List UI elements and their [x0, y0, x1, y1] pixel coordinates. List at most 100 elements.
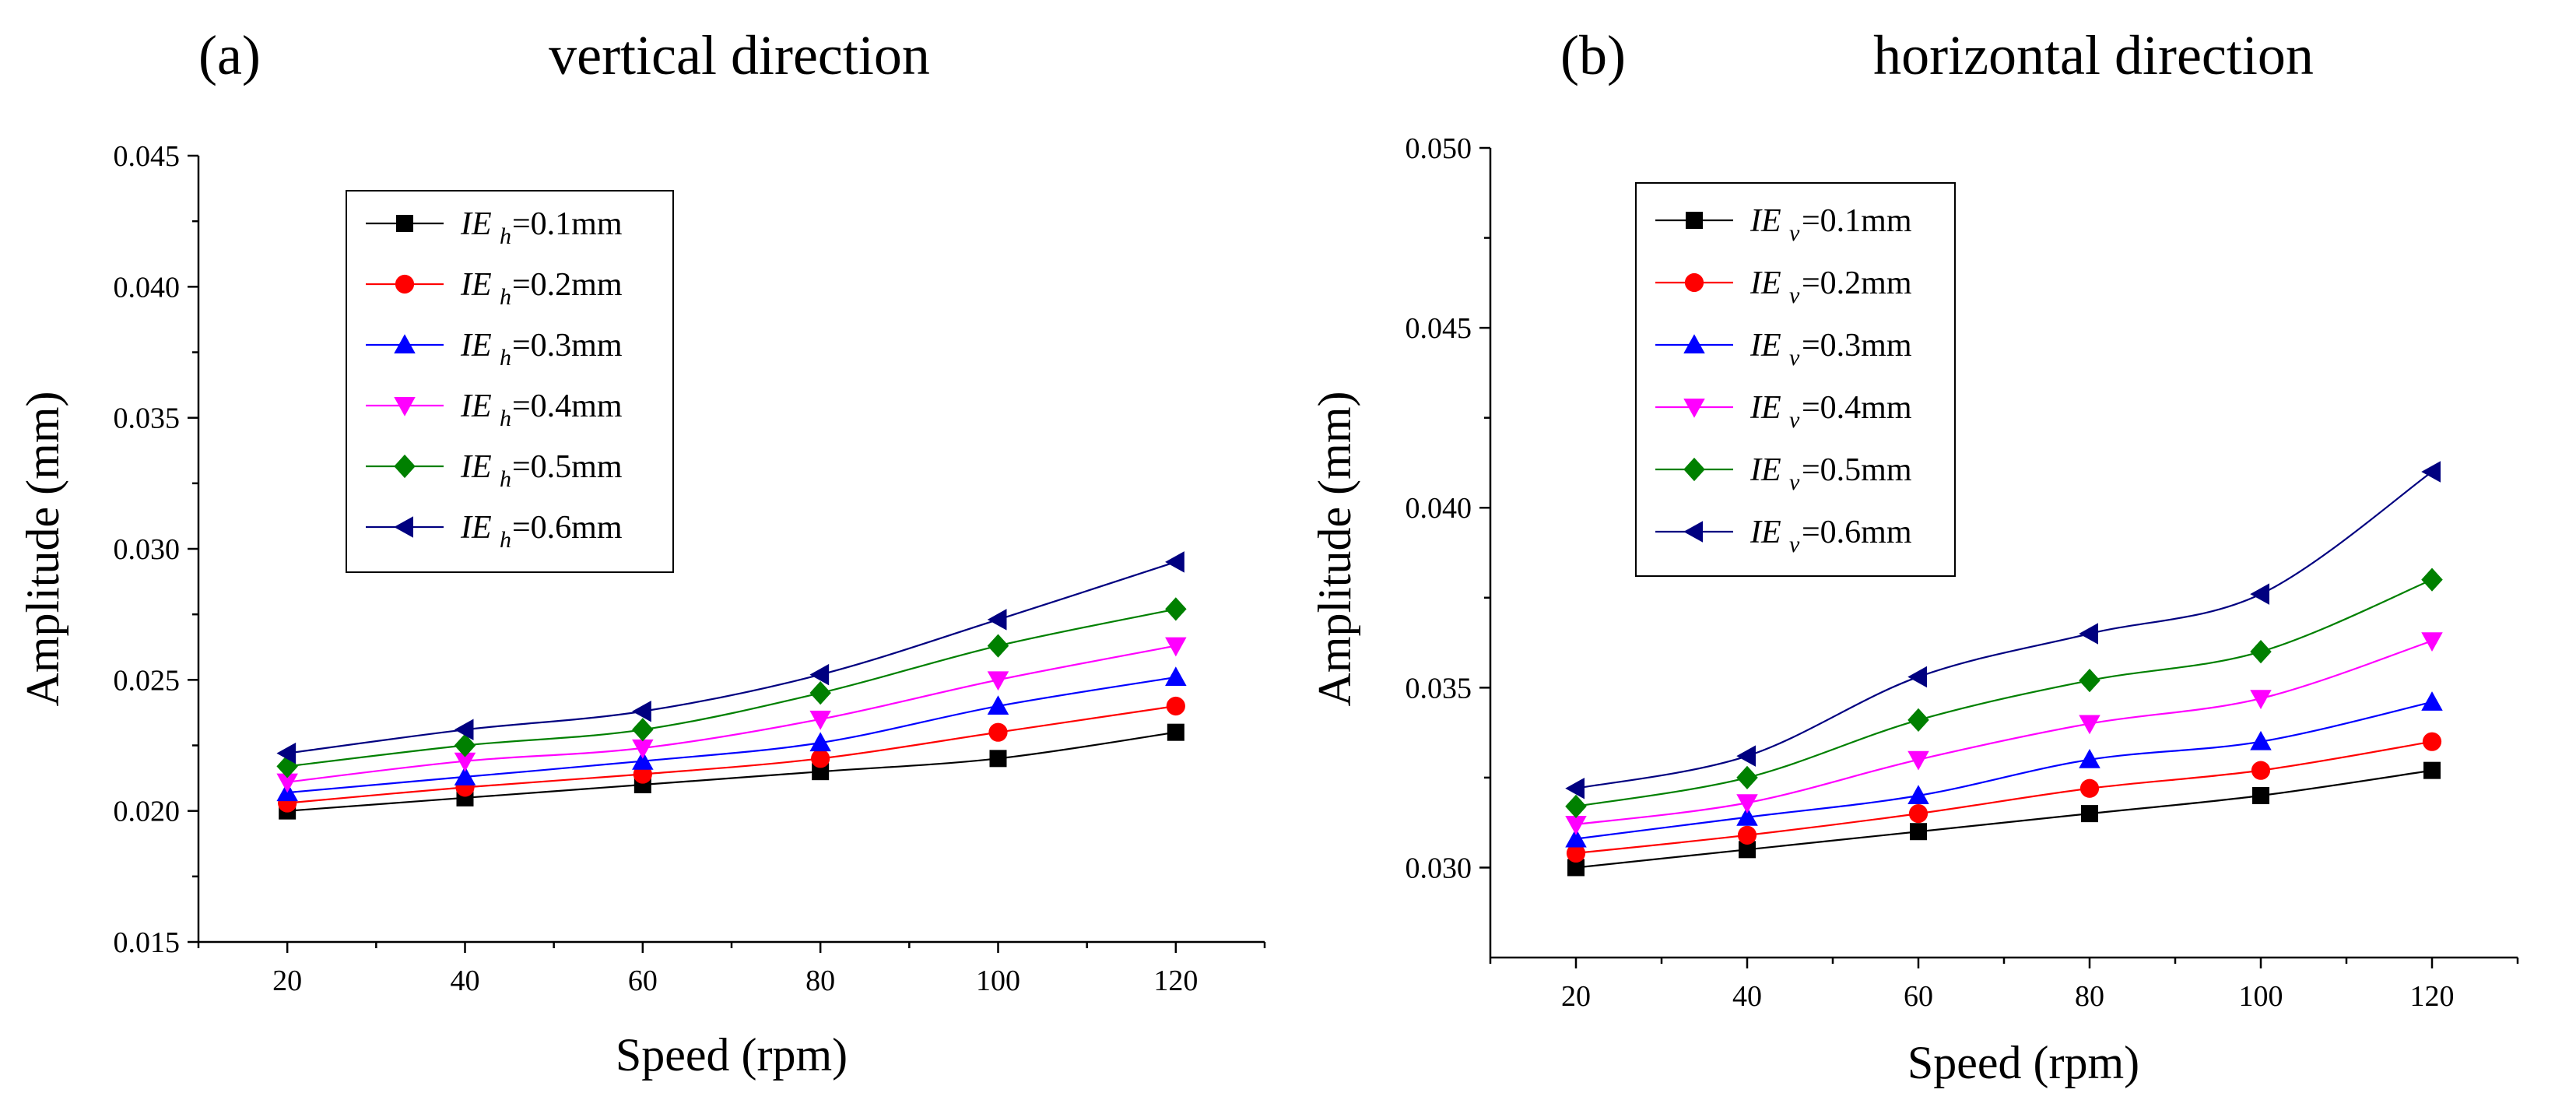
panel-a-y-tick-label: 0.020 [114, 796, 181, 828]
panel-b-data-point [2079, 623, 2098, 645]
panel-b-data-point [1907, 666, 1927, 688]
panel-a-x-tick-label: 100 [976, 965, 1020, 997]
panel-a-series-line [287, 705, 1176, 804]
panel-a-x-tick-label: 80 [805, 965, 835, 997]
panel-b-legend-subscript: v [1789, 407, 1800, 433]
panel-b-legend-label: =0.3mm [1802, 328, 1912, 364]
panel-b-data-point [1908, 804, 1928, 824]
panel-b-legend-symbol: IE [1750, 328, 1781, 364]
panel-a-legend-symbol: IE [460, 449, 492, 485]
panel-b-legend-marker [1683, 521, 1703, 543]
panel-a-legend-symbol: IE [460, 328, 492, 364]
panel-a-legend-label: =0.3mm [512, 328, 623, 364]
panel-a-x-tick-label: 60 [628, 965, 658, 997]
panel-b-data-point [1566, 843, 1586, 863]
panel-a-label: (a) [198, 24, 261, 86]
panel-a-y-tick-label: 0.035 [114, 402, 181, 435]
panel-b-data-point [1565, 794, 1587, 818]
panel-b-legend-marker [1683, 334, 1705, 353]
panel-a-x-axis-title: Speed (rpm) [616, 1029, 848, 1081]
panel-b-y-tick-label: 0.045 [1406, 312, 1472, 345]
panel-b-data-point [2423, 761, 2441, 779]
panel-a-series-line [287, 645, 1177, 783]
panel-a-data-point [632, 750, 654, 770]
panel-a-data-point [987, 609, 1007, 631]
panel-b-label: (b) [1560, 24, 1626, 86]
panel-a-title: vertical direction [549, 24, 930, 86]
panel-a-legend-label: =0.1mm [512, 206, 623, 242]
panel-b-legend-marker [1684, 272, 1704, 293]
panel-a-data-point [809, 663, 830, 686]
panel-b-legend-symbol: IE [1750, 203, 1781, 239]
panel-a-legend-marker [395, 274, 415, 294]
panel-a-data-point [811, 749, 830, 768]
panel-a: (a) vertical direction Speed (rpm) Ampli… [17, 24, 1266, 1081]
panel-a-series-line [287, 561, 1177, 754]
panel-b-data-point [2422, 732, 2442, 751]
panel-a-data-point [989, 750, 1007, 768]
panel-b-legend-label: =0.2mm [1802, 265, 1912, 301]
panel-b-series-line [1575, 640, 2433, 826]
panel-a-y-tick-label: 0.045 [114, 140, 181, 173]
panel-a-data-point [276, 773, 298, 793]
panel-a-legend-marker [394, 397, 416, 416]
panel-b-x-tick-label: 100 [2239, 980, 2283, 1013]
panel-b-legend-symbol: IE [1750, 265, 1781, 301]
panel-b-data-point [1736, 806, 1758, 826]
panel-a-legend-label: =0.5mm [512, 449, 623, 485]
panel-b-y-tick-label: 0.030 [1406, 852, 1472, 884]
panel-a-legend-subscript: h [500, 406, 511, 431]
panel-b-data-point [1736, 765, 1758, 790]
panel-a-data-point [987, 695, 1009, 715]
panel-b-data-point [1739, 841, 1756, 859]
panel-a-data-point [1165, 637, 1187, 657]
panel-a-data-point [987, 671, 1009, 691]
panel-a-legend-symbol: IE [460, 510, 492, 546]
panel-a-y-ticks: 0.015 0.020 0.025 0.030 0.035 0.040 0.045 [114, 140, 198, 959]
panel-a-y-tick-label: 0.015 [114, 926, 181, 959]
panel-a-legend-subscript: h [500, 466, 511, 492]
panel-a-data-point [1167, 723, 1184, 741]
panel-b-data-point [1565, 828, 1587, 848]
panel-a-data-point [812, 763, 830, 781]
panel-b-data-point [2081, 805, 2098, 823]
panel-a-legend-box [346, 190, 674, 573]
panel-b-data-point [2250, 639, 2272, 664]
panel-a-data-point [454, 766, 476, 785]
panel-a-legend-label: =0.2mm [512, 267, 623, 303]
panel-b-data-point [1907, 750, 1929, 771]
panel-a-y-tick-label: 0.040 [114, 271, 181, 304]
panel-a-legend-marker [394, 454, 416, 479]
panel-a-y-tick-label: 0.030 [114, 533, 181, 566]
panel-a-data-point [988, 722, 1008, 742]
panel-a-legend-label: =0.4mm [512, 388, 623, 424]
panel-b-series-line [1575, 769, 2433, 869]
panel-a-data-point [1165, 666, 1187, 686]
panel-a-legend-subscript: h [500, 223, 511, 249]
panel-a-legend-subscript: h [500, 527, 511, 553]
panel-b-series-line [1575, 740, 2433, 855]
panel-b-data-point [1565, 815, 1587, 835]
panel-b-x-tick-label: 40 [1732, 980, 1762, 1013]
panel-a-legend-subscript: h [500, 345, 511, 371]
panel-b-data-point [2421, 691, 2443, 711]
panel-a-x-ticks: 20 40 60 80 100 120 [197, 942, 1266, 997]
panel-b-legend-symbol: IE [1750, 515, 1781, 550]
panel-b-series-line [1575, 471, 2433, 789]
panel-a-x-tick-label: 40 [451, 965, 480, 997]
panel-b-series-line [1575, 701, 2433, 840]
panel-b-data-point [2250, 690, 2272, 709]
panel-b-legend-symbol: IE [1750, 390, 1781, 426]
panel-b-legend-subscript: v [1789, 345, 1800, 371]
panel-a-series-line [287, 731, 1176, 812]
panel-b-data-point [2079, 749, 2100, 768]
panel-b-x-axis-title: Speed (rpm) [1907, 1037, 2139, 1088]
panel-b-y-axis-title: Amplitude (mm) [1309, 392, 1360, 707]
panel-b-legend-marker [1683, 457, 1705, 482]
panel-b-data-point [1737, 825, 1757, 845]
panel-b-legend-subscript: v [1789, 283, 1800, 308]
panel-b-data-point [2079, 715, 2100, 735]
panel-b-data-point [1736, 794, 1758, 814]
panel-b-data-point [2250, 583, 2269, 605]
